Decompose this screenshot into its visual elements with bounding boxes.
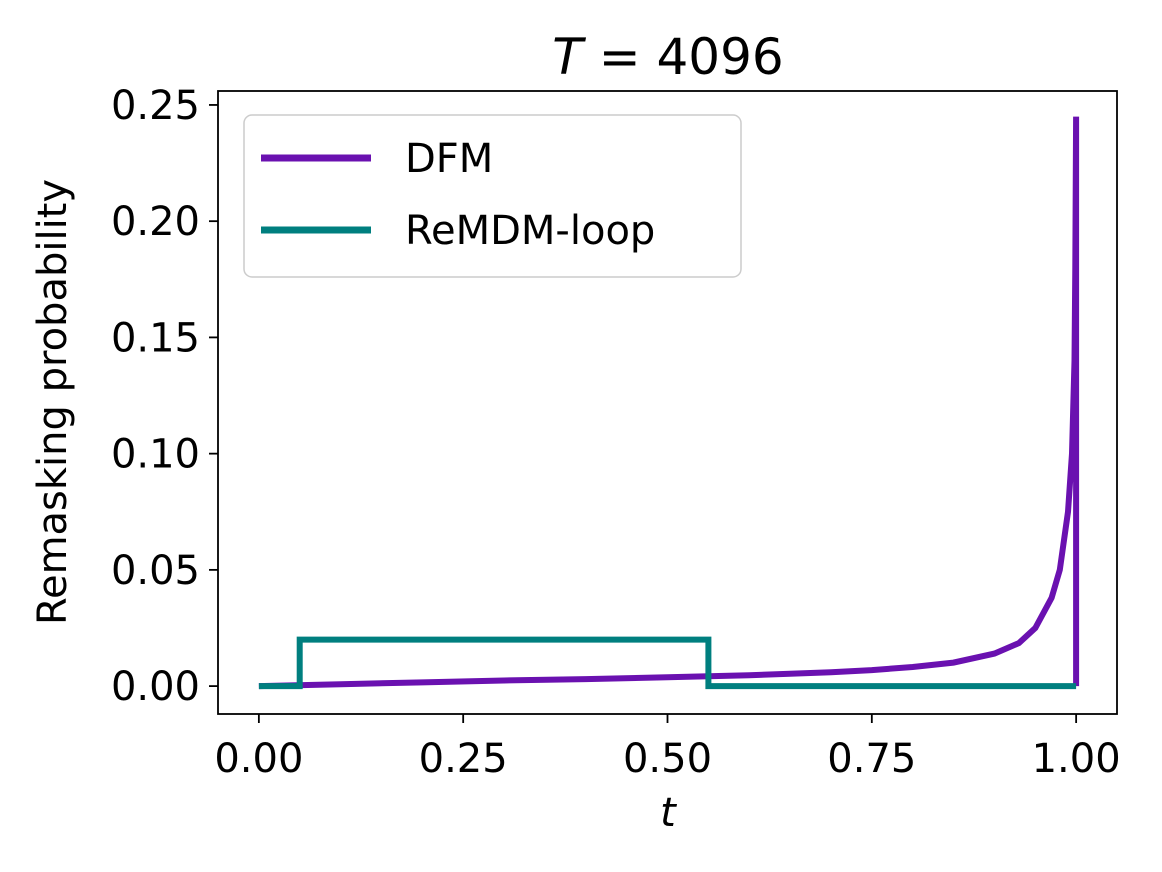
y-tick-label: 0.15 — [111, 315, 200, 361]
chart-title: T = 4096 — [552, 28, 783, 86]
y-tick-label: 0.05 — [111, 548, 200, 594]
y-tick-label: 0.10 — [111, 432, 200, 478]
x-axis-label: t — [660, 790, 677, 836]
y-tick-label: 0.00 — [111, 664, 200, 710]
x-tick-label: 0.00 — [214, 736, 303, 782]
x-axis: 0.00 0.25 0.50 0.75 1.00 — [214, 714, 1121, 782]
series-line-remdm-loop — [258, 636, 1077, 690]
y-tick-label: 0.20 — [111, 199, 200, 245]
y-axis: 0.00 0.05 0.10 0.15 0.20 0.25 — [111, 83, 218, 710]
y-tick-label: 0.25 — [111, 83, 200, 129]
legend-label-dfm: DFM — [405, 136, 493, 182]
series-line-dfm — [258, 116, 1080, 690]
x-tick-label: 0.75 — [827, 736, 916, 782]
x-tick-label: 1.00 — [1032, 736, 1121, 782]
x-tick-label: 0.50 — [623, 736, 712, 782]
legend-label-remdm-loop: ReMDM-loop — [405, 208, 655, 254]
series-layer — [258, 116, 1080, 690]
legend: DFM ReMDM-loop — [243, 114, 742, 278]
x-tick-label: 0.25 — [419, 736, 508, 782]
y-axis-label: Remasking probability — [30, 179, 76, 625]
